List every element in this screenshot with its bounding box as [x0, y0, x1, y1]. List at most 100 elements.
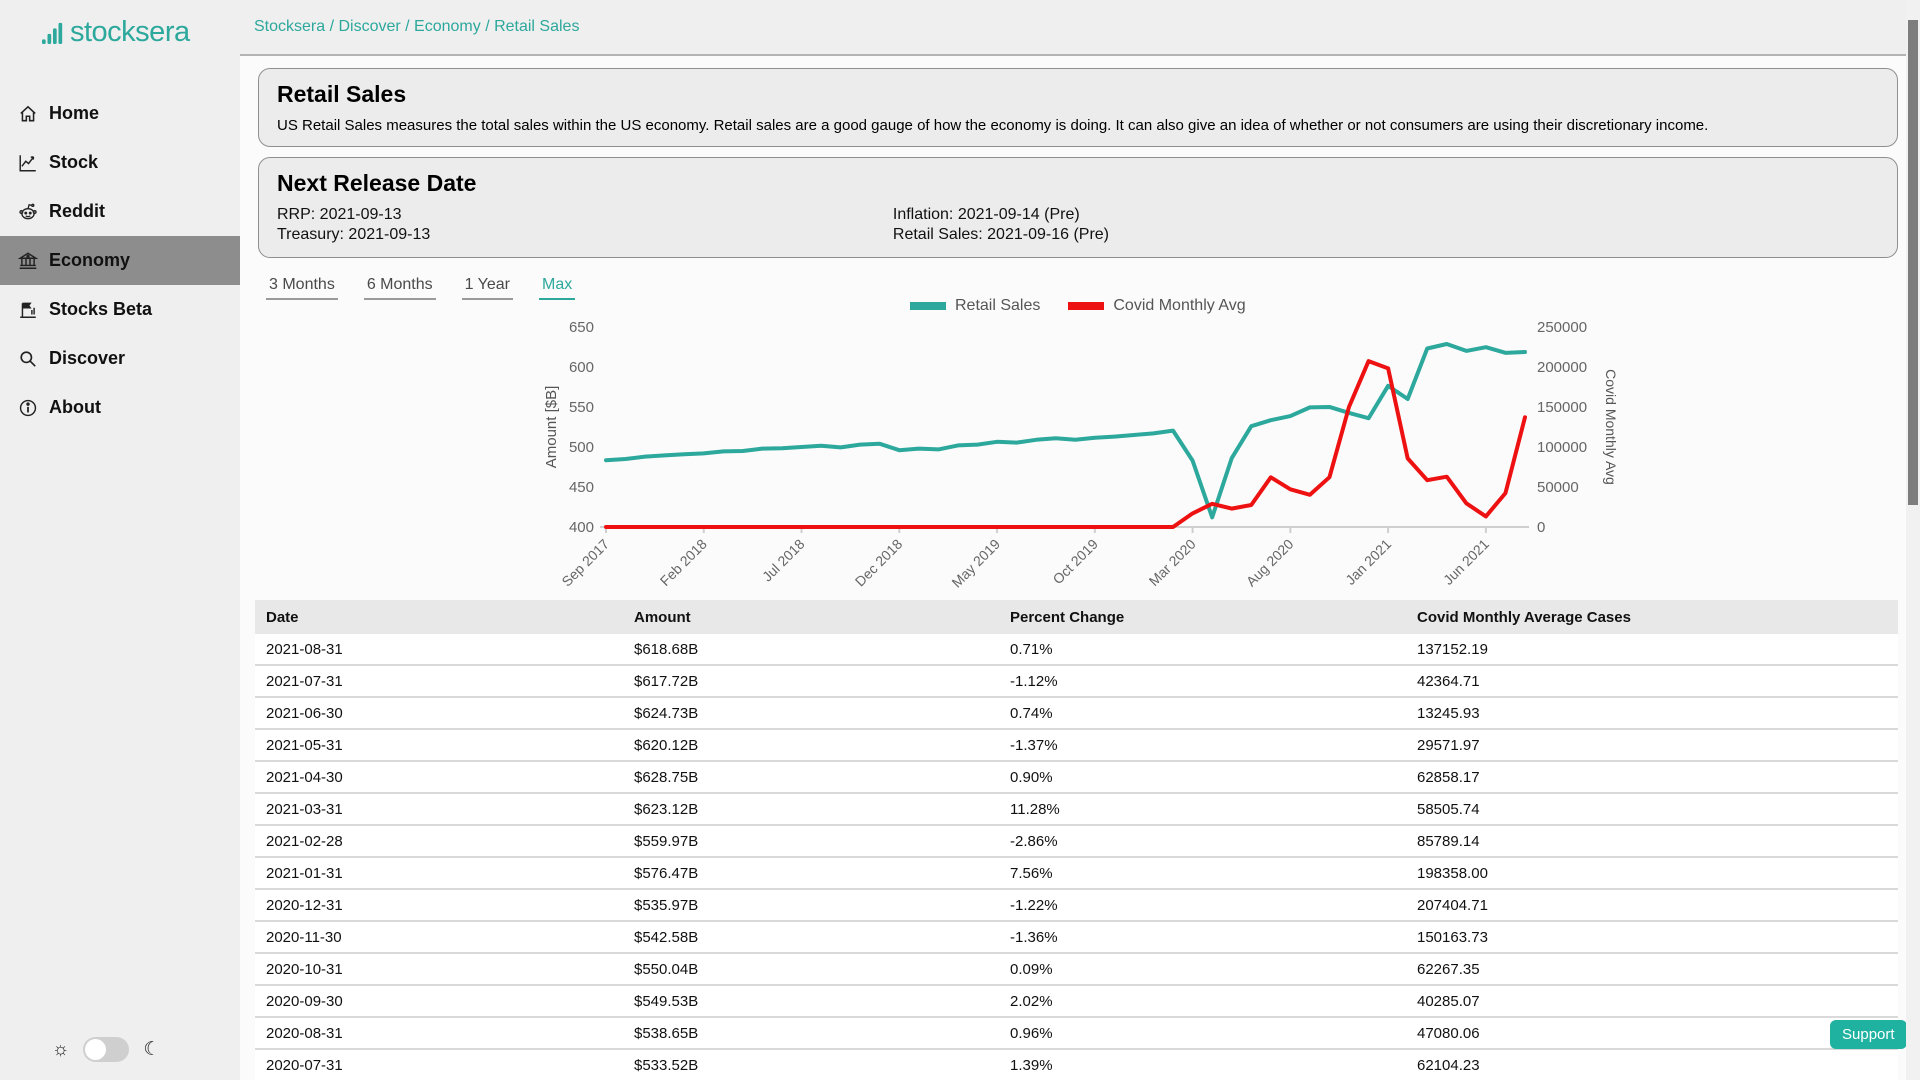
cell-amount: $617.72B	[634, 672, 699, 690]
retail-sales-card: Retail Sales US Retail Sales measures th…	[258, 68, 1898, 147]
cell-amount: $576.47B	[634, 864, 699, 882]
theme-switch-knob[interactable]	[85, 1039, 107, 1060]
table-row: 2021-02-28 $559.97B -2.86% 85789.14	[255, 826, 1898, 858]
breadcrumb[interactable]: Stocksera / Discover / Economy / Retail …	[254, 18, 580, 35]
cell-amount: $559.97B	[634, 832, 699, 850]
rrp-date: RRP: 2021-09-13	[277, 206, 402, 223]
logo-bars-icon	[42, 22, 64, 44]
cell-date: 2021-04-30	[266, 768, 343, 786]
sidebar-item-about[interactable]: About	[0, 383, 240, 432]
retail-sales-chart[interactable]: Retail Sales Covid Monthly Avg Sep 2017 F…	[540, 295, 1640, 610]
table-header-row: Date Amount Percent Change Covid Monthly…	[255, 600, 1898, 634]
cell-percent-change: -1.36%	[1010, 928, 1058, 946]
cell-covid-cases: 42364.71	[1417, 672, 1480, 690]
tab-1-year[interactable]: 1 Year	[461, 276, 514, 300]
topbar: Stocksera / Discover / Economy / Retail …	[240, 0, 1920, 56]
svg-text:550: 550	[569, 399, 594, 416]
cell-date: 2020-11-30	[266, 928, 342, 946]
sidebar-item-label: About	[49, 397, 101, 417]
tab-max[interactable]: Max	[539, 276, 576, 300]
cell-amount: $628.75B	[634, 768, 699, 786]
cell-date: 2021-02-28	[266, 832, 343, 850]
cell-date: 2021-05-31	[266, 736, 343, 754]
sidebar-item-label: Stock	[49, 152, 99, 172]
tab-3-months[interactable]: 3 Months	[266, 276, 338, 300]
cell-covid-cases: 40285.07	[1417, 992, 1480, 1010]
svg-text:Sep 2017: Sep 2017	[558, 536, 612, 590]
col-header-percent-change: Percent Change	[1010, 608, 1125, 626]
main-content: Retail Sales US Retail Sales measures th…	[240, 58, 1907, 1080]
legend-item-covid-monthly-avg[interactable]: Covid Monthly Avg	[1068, 297, 1246, 315]
svg-text:Dec 2018: Dec 2018	[852, 536, 906, 590]
table-row: 2020-08-31 $538.65B 0.96% 47080.06	[255, 1018, 1898, 1050]
page-description: US Retail Sales measures the total sales…	[277, 117, 1709, 134]
legend-swatch	[910, 302, 946, 310]
logo-text: stocksera	[70, 16, 190, 48]
cell-date: 2021-06-30	[266, 704, 343, 722]
cell-covid-cases: 62858.17	[1417, 768, 1480, 786]
cell-percent-change: 0.96%	[1010, 1024, 1053, 1042]
table-row: 2021-08-31 $618.68B 0.71% 137152.19	[255, 634, 1898, 666]
next-release-card: Next Release Date RRP: 2021-09-13 Treasu…	[258, 157, 1898, 258]
table-row: 2021-07-31 $617.72B -1.12% 42364.71	[255, 666, 1898, 698]
svg-text:50000: 50000	[1537, 479, 1579, 496]
svg-text:Amount [$B]: Amount [$B]	[543, 386, 560, 469]
cell-percent-change: 7.56%	[1010, 864, 1053, 882]
svg-text:Jun 2021: Jun 2021	[1440, 536, 1492, 588]
sidebar-item-label: Economy	[49, 250, 131, 270]
reddit-icon	[17, 201, 39, 223]
cell-percent-change: 0.09%	[1010, 960, 1053, 978]
svg-text:0: 0	[1537, 519, 1545, 536]
sidebar-item-stocks-beta[interactable]: Stocks Beta	[0, 285, 240, 334]
cell-amount: $550.04B	[634, 960, 699, 978]
inflation-date: Inflation: 2021-09-14 (Pre)	[892, 206, 1080, 223]
scrollbar-thumb[interactable]	[1908, 20, 1918, 505]
cell-covid-cases: 85789.14	[1417, 832, 1480, 850]
support-button[interactable]: Support	[1830, 1020, 1907, 1049]
cell-covid-cases: 47080.06	[1417, 1024, 1480, 1042]
table-row: 2020-12-31 $535.97B -1.22% 207404.71	[255, 890, 1898, 922]
flag-chart-icon	[17, 299, 39, 321]
svg-text:600: 600	[569, 359, 594, 376]
sidebar-item-reddit[interactable]: Reddit	[0, 187, 240, 236]
table-row: 2020-11-30 $542.58B -1.36% 150163.73	[255, 922, 1898, 954]
cell-covid-cases: 198358.00	[1417, 864, 1488, 882]
cell-amount: $624.73B	[634, 704, 699, 722]
col-header-amount: Amount	[634, 608, 691, 626]
sidebar-item-discover[interactable]: Discover	[0, 334, 240, 383]
table-row: 2021-01-31 $576.47B 7.56% 198358.00	[255, 858, 1898, 890]
svg-text:450: 450	[569, 479, 594, 496]
table-row: 2021-03-31 $623.12B 11.28% 58505.74	[255, 794, 1898, 826]
cell-date: 2020-07-31	[266, 1056, 343, 1074]
legend-item-retail-sales[interactable]: Retail Sales	[910, 297, 1040, 315]
sidebar-item-stock[interactable]: Stock	[0, 138, 240, 187]
svg-text:200000: 200000	[1537, 359, 1587, 376]
sidebar-item-home[interactable]: Home	[0, 89, 240, 138]
chart-legend: Retail Sales Covid Monthly Avg	[910, 297, 1246, 315]
cell-percent-change: 11.28%	[1010, 800, 1060, 818]
cell-amount: $620.12B	[634, 736, 699, 754]
theme-switch[interactable]	[83, 1037, 130, 1062]
svg-text:150000: 150000	[1537, 399, 1587, 416]
tab-6-months[interactable]: 6 Months	[363, 276, 436, 300]
cell-percent-change: -1.22%	[1010, 896, 1058, 914]
table-row: 2020-09-30 $549.53B 2.02% 40285.07	[255, 986, 1898, 1018]
table-row: 2021-04-30 $628.75B 0.90% 62858.17	[255, 762, 1898, 794]
svg-text:250000: 250000	[1537, 319, 1587, 336]
cell-percent-change: -2.86%	[1010, 832, 1058, 850]
sidebar-item-label: Home	[49, 103, 100, 123]
sidebar-item-economy[interactable]: Economy	[0, 236, 240, 285]
cell-covid-cases: 62267.35	[1417, 960, 1480, 978]
theme-toggle: ☼ ☾	[0, 1037, 240, 1062]
stocksera-logo[interactable]: stocksera	[0, 0, 240, 49]
cell-amount: $542.58B	[634, 928, 699, 946]
cell-date: 2020-10-31	[266, 960, 343, 978]
legend-label: Retail Sales	[955, 297, 1041, 314]
treasury-date: Treasury: 2021-09-13	[277, 226, 431, 243]
timeframe-tabs: 3 Months 6 Months 1 Year Max	[266, 276, 1906, 300]
svg-text:May 2019: May 2019	[948, 536, 1003, 591]
cell-amount: $535.97B	[634, 896, 699, 914]
cell-covid-cases: 58505.74	[1417, 800, 1480, 818]
table-row: 2020-07-31 $533.52B 1.39% 62104.23	[255, 1050, 1898, 1080]
info-icon	[17, 397, 39, 419]
